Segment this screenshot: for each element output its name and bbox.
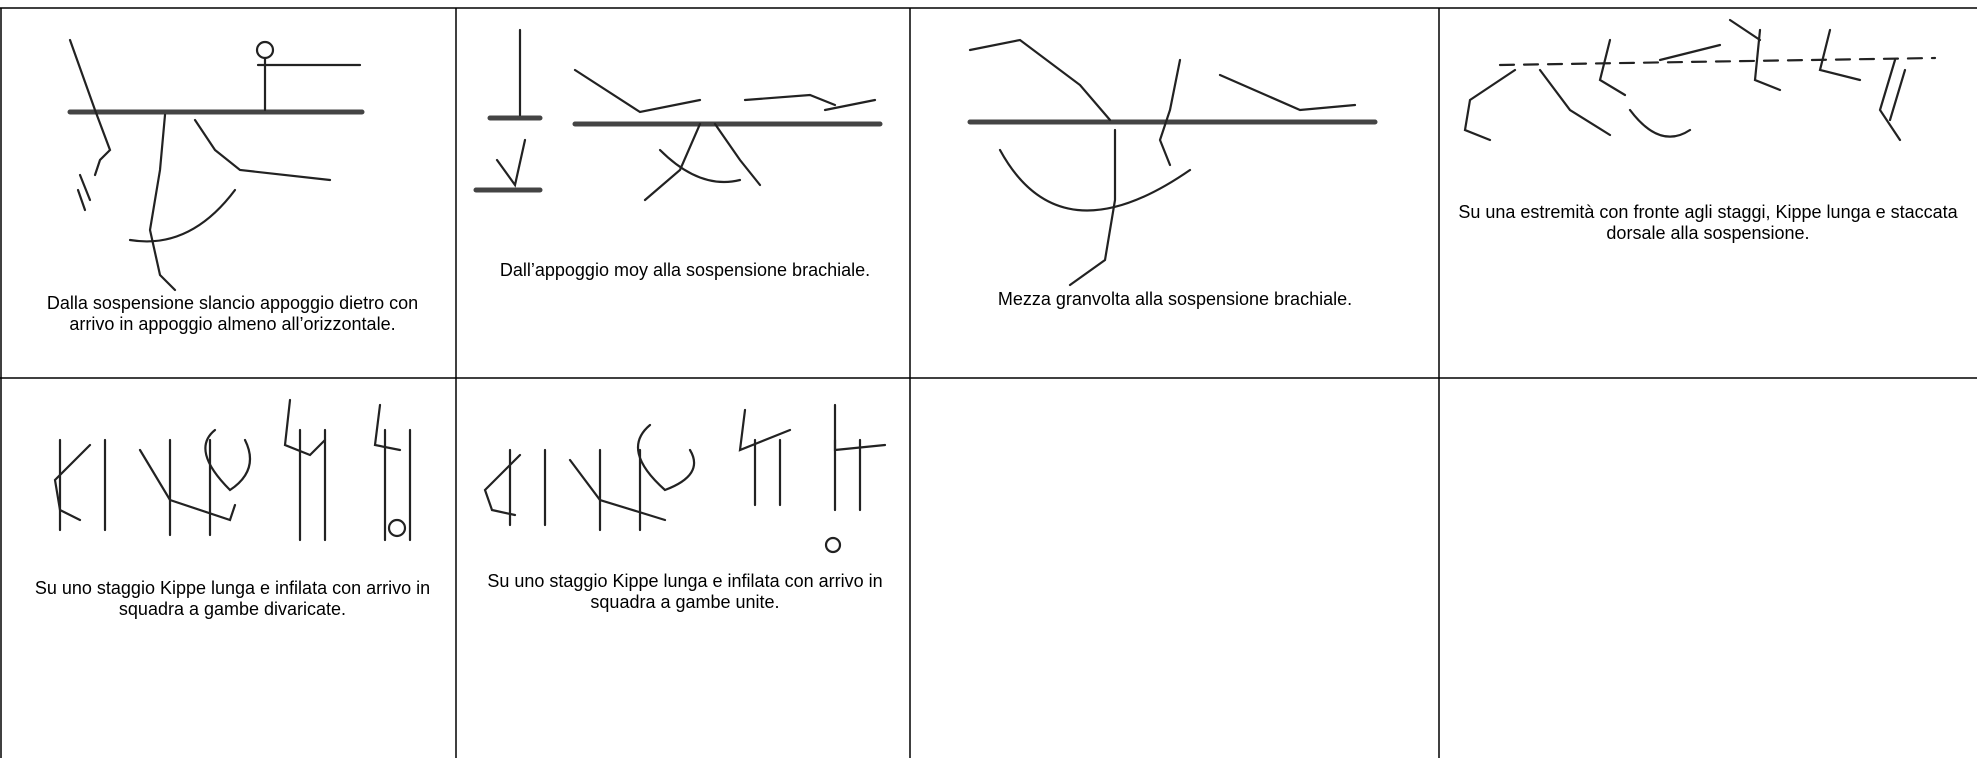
illustration bbox=[1463, 18, 1937, 142]
caption: Dalla sospensione slancio appoggio dietr… bbox=[46, 293, 419, 334]
caption: Mezza granvolta alla sospensione brachia… bbox=[997, 289, 1353, 309]
caption: Su una estremità con fronte agli staggi,… bbox=[1458, 202, 1958, 243]
caption: Su uno staggio Kippe lunga e infilata co… bbox=[487, 571, 883, 612]
illustration bbox=[473, 28, 883, 202]
illustration bbox=[483, 403, 887, 554]
illustration bbox=[967, 38, 1378, 287]
illustration bbox=[67, 38, 365, 292]
caption: Dall’appoggio moy alla sospensione brach… bbox=[499, 260, 871, 280]
caption: Su uno staggio Kippe lunga e infilata co… bbox=[34, 578, 431, 619]
illustration bbox=[53, 398, 412, 542]
